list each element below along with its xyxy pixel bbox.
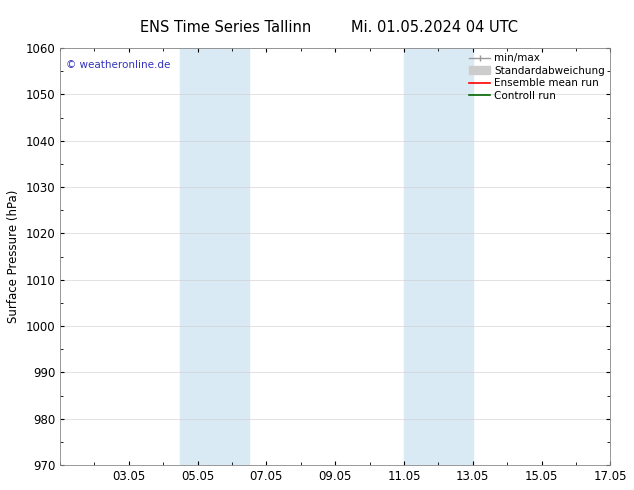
Bar xyxy=(181,48,249,465)
Text: Mi. 01.05.2024 04 UTC: Mi. 01.05.2024 04 UTC xyxy=(351,21,518,35)
Bar xyxy=(404,48,473,465)
Text: © weatheronline.de: © weatheronline.de xyxy=(65,60,170,71)
Y-axis label: Surface Pressure (hPa): Surface Pressure (hPa) xyxy=(7,190,20,323)
Legend: min/max, Standardabweichung, Ensemble mean run, Controll run: min/max, Standardabweichung, Ensemble me… xyxy=(466,50,608,104)
Text: ENS Time Series Tallinn: ENS Time Series Tallinn xyxy=(139,21,311,35)
